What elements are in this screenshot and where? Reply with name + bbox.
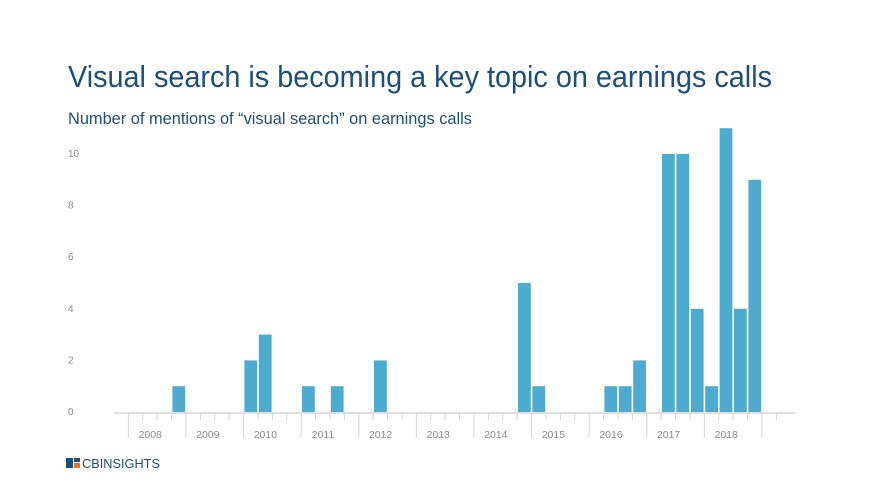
x-tick-label: 2009 [196, 429, 220, 441]
bar-2011-q1 [302, 386, 315, 412]
bar-2018-q3 [734, 308, 747, 412]
bar-2016-q3 [618, 386, 632, 412]
bars [172, 128, 762, 412]
y-tick-label: 10 [68, 149, 80, 160]
logo-mark-orange [74, 463, 80, 468]
x-axis: 2008 2009 2010 2011 2012 2013 2014 2015 2016 2017… [114, 412, 796, 441]
x-tick-label: 2010 [254, 429, 278, 441]
bar-2017-q3 [676, 154, 690, 412]
chart-subtitle: Number of mentions of “visual search” on… [68, 109, 472, 128]
logo-text: CBINSIGHTS [82, 457, 160, 471]
bar-2016-q2 [604, 386, 618, 412]
x-tick-label: 2017 [657, 429, 681, 441]
bar-2015-q1 [532, 386, 546, 412]
bar-2008-q4 [172, 386, 186, 412]
y-tick-label: 4 [68, 304, 74, 315]
bar-2011-q3 [330, 386, 344, 412]
x-tick-label: 2015 [542, 429, 566, 441]
x-tick-label: 2013 [427, 429, 451, 441]
bar-2010-q1 [244, 360, 258, 412]
bar-2010-q2 [258, 334, 272, 412]
bar-2017-q2 [662, 154, 675, 412]
x-tick-label: 2016 [599, 429, 623, 441]
bar-2018-q2 [719, 128, 733, 412]
y-tick-label: 6 [68, 252, 74, 263]
y-axis: 0 2 4 6 8 10 [68, 149, 80, 418]
bar-2014-q4 [518, 283, 531, 412]
x-tick-label: 2011 [312, 429, 335, 441]
cb-insights-logo: CBINSIGHTS [66, 457, 160, 471]
logo-mark-top [74, 458, 80, 462]
bar-2018-q4 [748, 179, 762, 412]
chart-title: Visual search is becoming a key topic on… [68, 59, 772, 94]
x-tick-label: 2018 [715, 429, 739, 441]
bar-2012-q2 [374, 360, 387, 412]
x-tick-label: 2012 [369, 429, 393, 441]
y-tick-label: 0 [68, 407, 74, 418]
bar-2018-q1 [705, 386, 718, 412]
x-tick-label: 2014 [484, 429, 508, 441]
y-tick-label: 2 [68, 355, 74, 366]
bar-2016-q4 [633, 360, 646, 412]
y-tick-label: 8 [68, 201, 74, 212]
logo-mark-left [66, 458, 73, 468]
x-tick-label: 2008 [139, 429, 163, 441]
bar-2017-q4 [690, 308, 704, 412]
